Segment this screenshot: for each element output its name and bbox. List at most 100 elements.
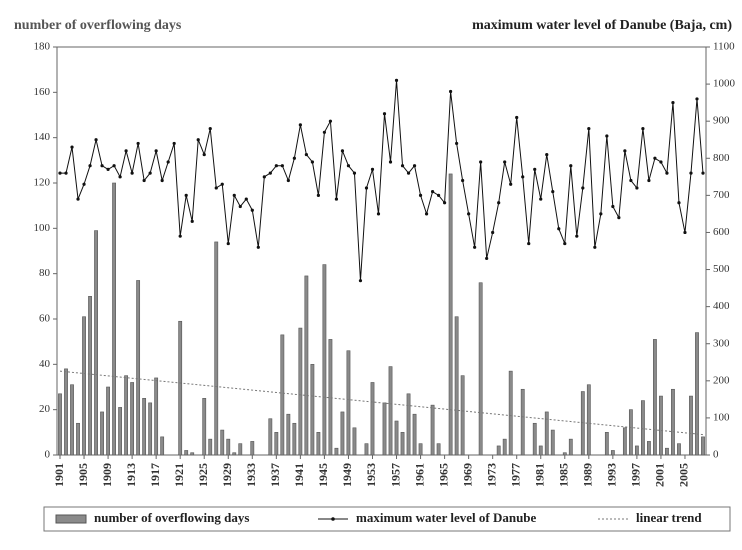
water-level-point bbox=[286, 178, 290, 183]
bar bbox=[418, 443, 423, 456]
y2-tick-label: 300 bbox=[713, 337, 730, 349]
bar bbox=[665, 447, 669, 456]
legend-label: linear trend bbox=[636, 510, 702, 525]
bar bbox=[641, 400, 645, 456]
water-level-point bbox=[701, 171, 705, 175]
legend-label: number of overflowing days bbox=[94, 510, 249, 525]
bar bbox=[502, 438, 507, 456]
water-level-point bbox=[136, 141, 140, 146]
bar bbox=[250, 441, 255, 456]
bar bbox=[280, 334, 285, 456]
x-tick-label: 1989 bbox=[581, 463, 595, 487]
water-level-point bbox=[430, 190, 435, 194]
water-level-point bbox=[364, 186, 369, 190]
bar bbox=[544, 411, 549, 456]
water-level-point bbox=[100, 164, 104, 168]
water-level-point bbox=[587, 127, 591, 131]
bar bbox=[100, 411, 104, 456]
y-tick-label: 0 bbox=[45, 449, 51, 461]
x-tick-label: 1921 bbox=[172, 463, 186, 487]
x-tick-label: 1929 bbox=[220, 463, 234, 487]
y2-tick-label: 600 bbox=[713, 226, 730, 238]
bar bbox=[136, 280, 141, 456]
y2-tick-label: 0 bbox=[713, 449, 719, 461]
water-level-point bbox=[196, 138, 200, 142]
bar bbox=[532, 422, 537, 456]
bar bbox=[106, 386, 110, 456]
water-level-point bbox=[659, 160, 663, 164]
bar bbox=[508, 370, 513, 456]
bar bbox=[382, 402, 387, 456]
bar bbox=[292, 422, 297, 456]
water-level-point bbox=[274, 164, 278, 168]
water-level-point bbox=[569, 164, 573, 168]
bar bbox=[496, 445, 501, 456]
y2-tick-label: 400 bbox=[713, 300, 730, 312]
x-tick-label: 1925 bbox=[196, 463, 210, 487]
water-level-point bbox=[106, 167, 110, 171]
water-level-point bbox=[184, 193, 188, 197]
bar bbox=[478, 282, 483, 456]
water-level-point bbox=[467, 212, 471, 216]
water-level-point bbox=[527, 241, 531, 246]
water-level-point bbox=[178, 234, 182, 238]
bar bbox=[184, 450, 189, 456]
bar bbox=[112, 182, 116, 456]
water-level-point bbox=[400, 164, 405, 168]
water-level-point bbox=[250, 208, 254, 212]
y2-tick-label: 200 bbox=[713, 374, 730, 386]
x-tick-label: 1941 bbox=[292, 463, 306, 487]
water-level-point bbox=[310, 160, 314, 164]
water-level-point bbox=[142, 178, 146, 183]
x-tick-label: 1917 bbox=[148, 463, 162, 487]
bar bbox=[689, 395, 693, 456]
water-level-point bbox=[82, 182, 86, 186]
water-level-point bbox=[262, 175, 266, 179]
water-level-point bbox=[563, 241, 567, 246]
y-axis-title: number of overflowing days bbox=[14, 18, 182, 33]
water-level-point bbox=[58, 171, 62, 175]
water-level-point bbox=[304, 152, 308, 157]
bar bbox=[562, 452, 567, 456]
x-tick-label: 1957 bbox=[388, 463, 402, 487]
y-tick-label: 60 bbox=[39, 313, 51, 325]
water-level-point bbox=[76, 197, 80, 201]
x-tick-label: 1997 bbox=[629, 463, 643, 487]
y2-tick-label: 1000 bbox=[713, 78, 736, 90]
water-level-point bbox=[292, 156, 296, 160]
bar bbox=[82, 316, 86, 456]
water-level-point bbox=[256, 245, 260, 249]
water-level-point bbox=[394, 78, 399, 82]
water-level-point bbox=[557, 227, 561, 231]
y-tick-label: 80 bbox=[39, 267, 51, 279]
bar bbox=[406, 393, 411, 456]
y-tick-label: 40 bbox=[39, 358, 51, 370]
bar bbox=[448, 173, 453, 456]
bar bbox=[430, 404, 435, 456]
y-tick-label: 120 bbox=[34, 177, 51, 189]
water-level-line bbox=[60, 80, 704, 281]
bar bbox=[538, 445, 543, 456]
bar bbox=[124, 375, 129, 456]
y2-tick-label: 800 bbox=[713, 152, 730, 164]
water-level-point bbox=[238, 204, 242, 209]
y-tick-label: 180 bbox=[34, 41, 51, 53]
water-level-point bbox=[497, 201, 501, 205]
x-tick-label: 1977 bbox=[508, 463, 522, 487]
x-tick-label: 1937 bbox=[268, 463, 282, 487]
water-level-point bbox=[412, 164, 417, 168]
water-level-point bbox=[551, 190, 555, 194]
x-tick-label: 1945 bbox=[316, 463, 330, 487]
y2-tick-label: 1100 bbox=[713, 41, 735, 53]
water-level-point bbox=[208, 127, 212, 131]
x-tick-label: 1901 bbox=[52, 463, 66, 487]
water-level-point bbox=[112, 164, 116, 168]
y2-tick-label: 500 bbox=[713, 263, 730, 275]
y-tick-label: 160 bbox=[34, 86, 51, 98]
water-level-point bbox=[503, 160, 507, 164]
bar bbox=[202, 398, 207, 456]
legend-label: maximum water level of Danube bbox=[356, 510, 537, 525]
water-level-point bbox=[581, 186, 585, 190]
x-tick-label: 1949 bbox=[340, 463, 354, 487]
water-level-point bbox=[509, 182, 513, 186]
